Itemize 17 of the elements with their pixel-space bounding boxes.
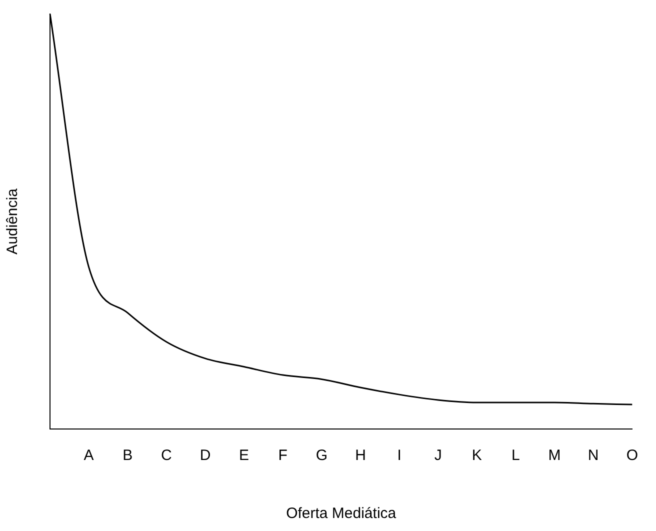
x-tick-label: G <box>316 447 328 464</box>
x-tick-label: K <box>472 447 482 464</box>
x-tick-label: H <box>355 447 366 464</box>
x-tick-label: O <box>626 447 638 464</box>
x-tick-label: A <box>84 447 94 464</box>
x-tick-label: E <box>239 447 250 464</box>
x-tick-label: N <box>588 447 599 464</box>
x-tick-label: C <box>161 447 172 464</box>
x-tick-label: L <box>512 447 520 464</box>
x-tick-label: F <box>278 447 288 464</box>
x-tick-label: I <box>397 447 402 464</box>
x-tick-label: J <box>434 447 442 464</box>
x-axis-title: Oferta Mediática <box>286 505 397 522</box>
x-tick-label: D <box>200 447 211 464</box>
x-tick-label: M <box>548 447 561 464</box>
y-axis-title: Audiência <box>4 188 22 254</box>
x-tick-label: B <box>122 447 133 464</box>
